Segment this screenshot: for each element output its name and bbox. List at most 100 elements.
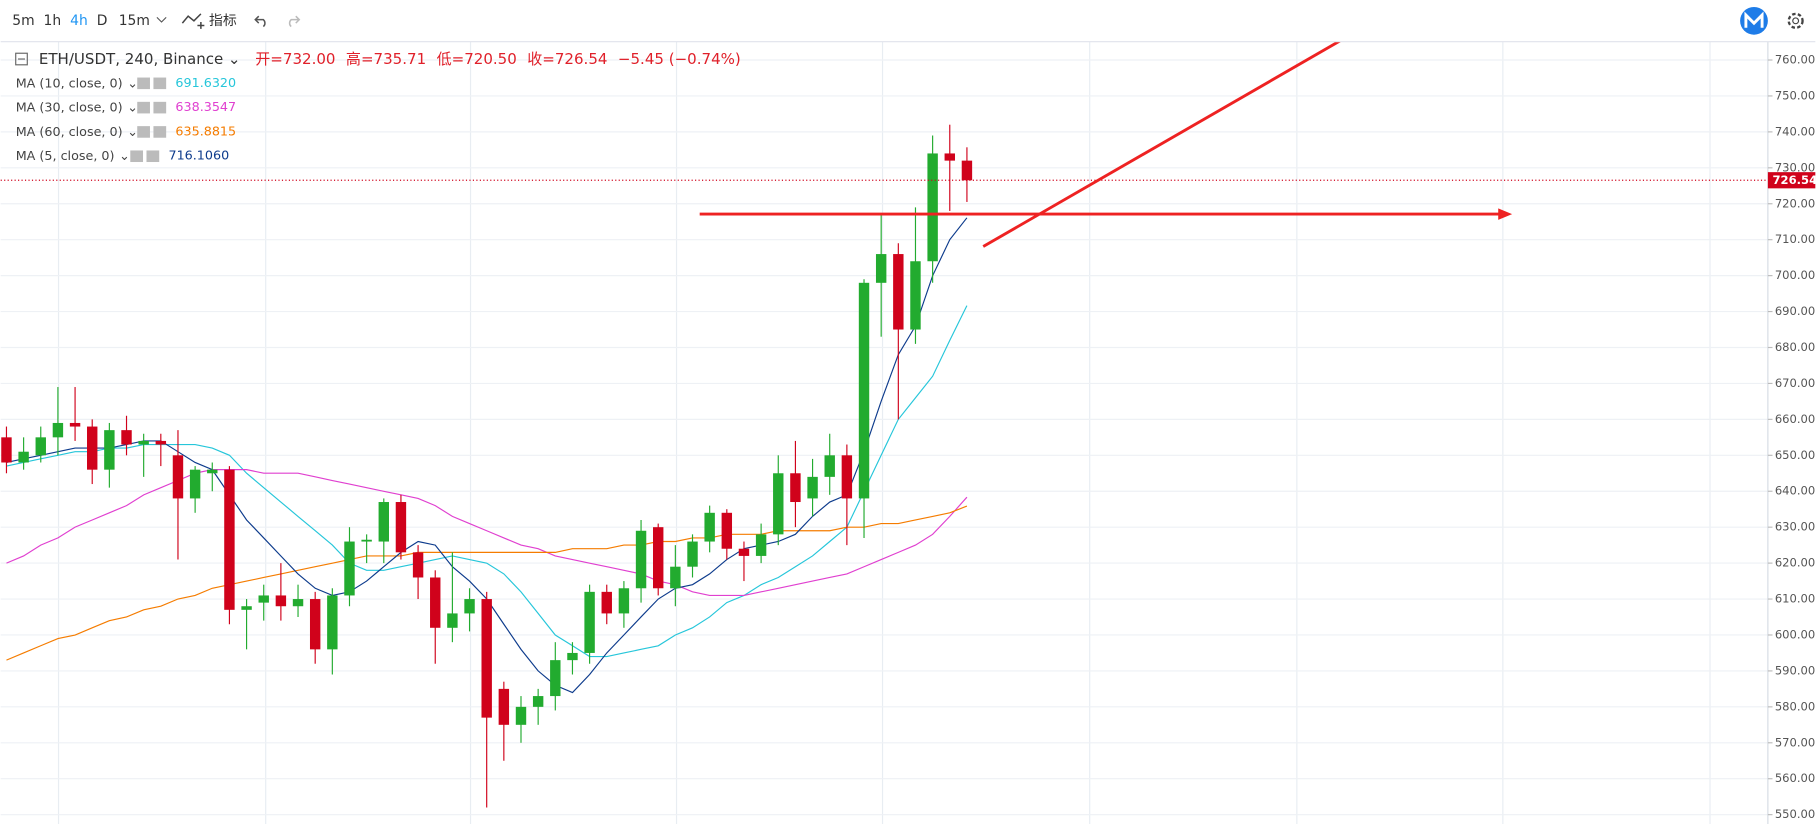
- logo[interactable]: [1740, 6, 1768, 35]
- y-tick-label: 760.00: [1775, 53, 1815, 67]
- candle-body: [635, 530, 647, 589]
- indicator-name: MA (10, close, 0): [16, 76, 123, 91]
- candle-body: [927, 153, 938, 262]
- symbol-title: ETH/USDT, 240, Binance ⌄: [39, 50, 241, 68]
- candle-body: [361, 539, 372, 542]
- y-tick-label: 700.00: [1775, 268, 1815, 282]
- candle-body: [755, 534, 767, 556]
- candle-body: [910, 261, 921, 330]
- legend: MA (10, close, 0) ⌄ 691.6320 MA (30, close,…: [16, 76, 236, 164]
- candle-body: [670, 566, 681, 589]
- ma-line: [6, 469, 968, 597]
- y-tick-label: 560.00: [1775, 771, 1815, 785]
- dropdown[interactable]: ⌄: [119, 149, 130, 164]
- interval-button[interactable]: D: [97, 13, 108, 29]
- interval-button[interactable]: 4h: [70, 13, 88, 29]
- arrow-head: [1498, 208, 1513, 220]
- candle-body: [430, 577, 441, 628]
- candle-body: [961, 160, 973, 181]
- dropdown[interactable]: ⌄: [127, 100, 138, 115]
- candle-body: [550, 660, 561, 697]
- indicator-value: 716.1060: [168, 149, 229, 164]
- candle-body: [858, 282, 870, 499]
- undo-button[interactable]: [254, 15, 266, 28]
- dropdown-icon[interactable]: [156, 16, 167, 23]
- y-tick-label: 640.00: [1775, 484, 1815, 498]
- candle-body: [121, 430, 132, 445]
- candle-body: [790, 473, 801, 503]
- candle-body: [532, 696, 544, 707]
- dropdown[interactable]: ⌄: [228, 50, 241, 68]
- close-button[interactable]: [153, 101, 167, 114]
- interval-button[interactable]: 1h: [43, 13, 61, 29]
- logo-mark: [1744, 11, 1764, 28]
- eye-button[interactable]: [137, 77, 150, 90]
- candle-body: [1, 437, 12, 463]
- y-tick-label: 610.00: [1775, 592, 1815, 606]
- settings-icon: [1792, 17, 1800, 25]
- ohlc-value: 低=720.50: [437, 50, 517, 68]
- y-tick-label: 600.00: [1775, 627, 1815, 641]
- close-button[interactable]: [153, 77, 167, 90]
- redo-button[interactable]: [288, 15, 301, 28]
- dropdown[interactable]: ⌄: [127, 124, 138, 139]
- candle-body: [412, 552, 424, 578]
- legend-entry: MA (60, close, 0) ⌄: [16, 124, 138, 139]
- candle-body: [18, 451, 29, 463]
- candle-body: [773, 473, 784, 535]
- y-tick-label: 750.00: [1775, 88, 1815, 102]
- dropdown[interactable]: ⌄: [127, 76, 138, 91]
- indicators-button[interactable]: 指标: [209, 13, 237, 29]
- y-tick-label: 730.00: [1775, 160, 1815, 174]
- candle-body: [327, 595, 338, 650]
- candle-body: [652, 527, 664, 589]
- candle-body: [309, 599, 321, 650]
- y-tick-label: 630.00: [1775, 520, 1815, 534]
- price-axis: 550.00 560.00 570.00 580.00 590.00 600.00 610.…: [0, 53, 1816, 821]
- indicator-value: 638.3547: [175, 100, 236, 115]
- y-tick-label: 550.00: [1775, 807, 1815, 821]
- collapse-button[interactable]: [15, 52, 28, 66]
- close-button[interactable]: [153, 126, 167, 138]
- symbol: ETH/USDT, 240, Binance: [39, 50, 223, 68]
- eye-button[interactable]: [137, 101, 150, 114]
- y-tick-label: 710.00: [1775, 232, 1815, 246]
- y-tick-label: 740.00: [1775, 124, 1815, 138]
- candle-body: [515, 706, 527, 725]
- interval-button[interactable]: 5m: [12, 13, 34, 29]
- candle-body: [35, 437, 46, 456]
- candle-body: [704, 512, 715, 542]
- candle-body: [275, 595, 287, 607]
- legend-entry: MA (5, close, 0) ⌄: [16, 149, 130, 164]
- indicator-value: 691.6320: [175, 76, 236, 91]
- eye-button[interactable]: [137, 126, 150, 138]
- y-tick-label: 580.00: [1775, 699, 1815, 713]
- candle-body: [498, 688, 510, 725]
- candle-body: [601, 591, 612, 614]
- eye-button[interactable]: [130, 150, 144, 163]
- y-tick-label: 570.00: [1775, 735, 1815, 749]
- candle-body: [292, 599, 304, 607]
- candle-body: [138, 440, 149, 445]
- indicator-value: 635.8815: [175, 124, 236, 139]
- y-tick-label: 690.00: [1775, 304, 1815, 318]
- y-tick-label: 720.00: [1775, 196, 1815, 210]
- candle-body: [687, 541, 698, 567]
- last-price-box: [1767, 172, 1816, 189]
- candle-body: [69, 422, 81, 427]
- indicator-icon[interactable]: [181, 13, 205, 29]
- candle-body: [241, 606, 252, 610]
- candle-body: [207, 469, 218, 474]
- last-price-label: 726.54: [1773, 173, 1816, 187]
- settings-button[interactable]: [1787, 12, 1804, 29]
- close-button[interactable]: [146, 150, 160, 163]
- legend-entry: MA (10, close, 0) ⌄: [16, 76, 138, 91]
- ohlc-value: 开=732.00: [255, 50, 335, 68]
- candle-body: [172, 455, 184, 499]
- y-tick-label: 620.00: [1775, 556, 1815, 570]
- candle-body: [584, 591, 595, 653]
- interval-button[interactable]: 15m: [119, 13, 150, 29]
- candles: [1, 124, 973, 808]
